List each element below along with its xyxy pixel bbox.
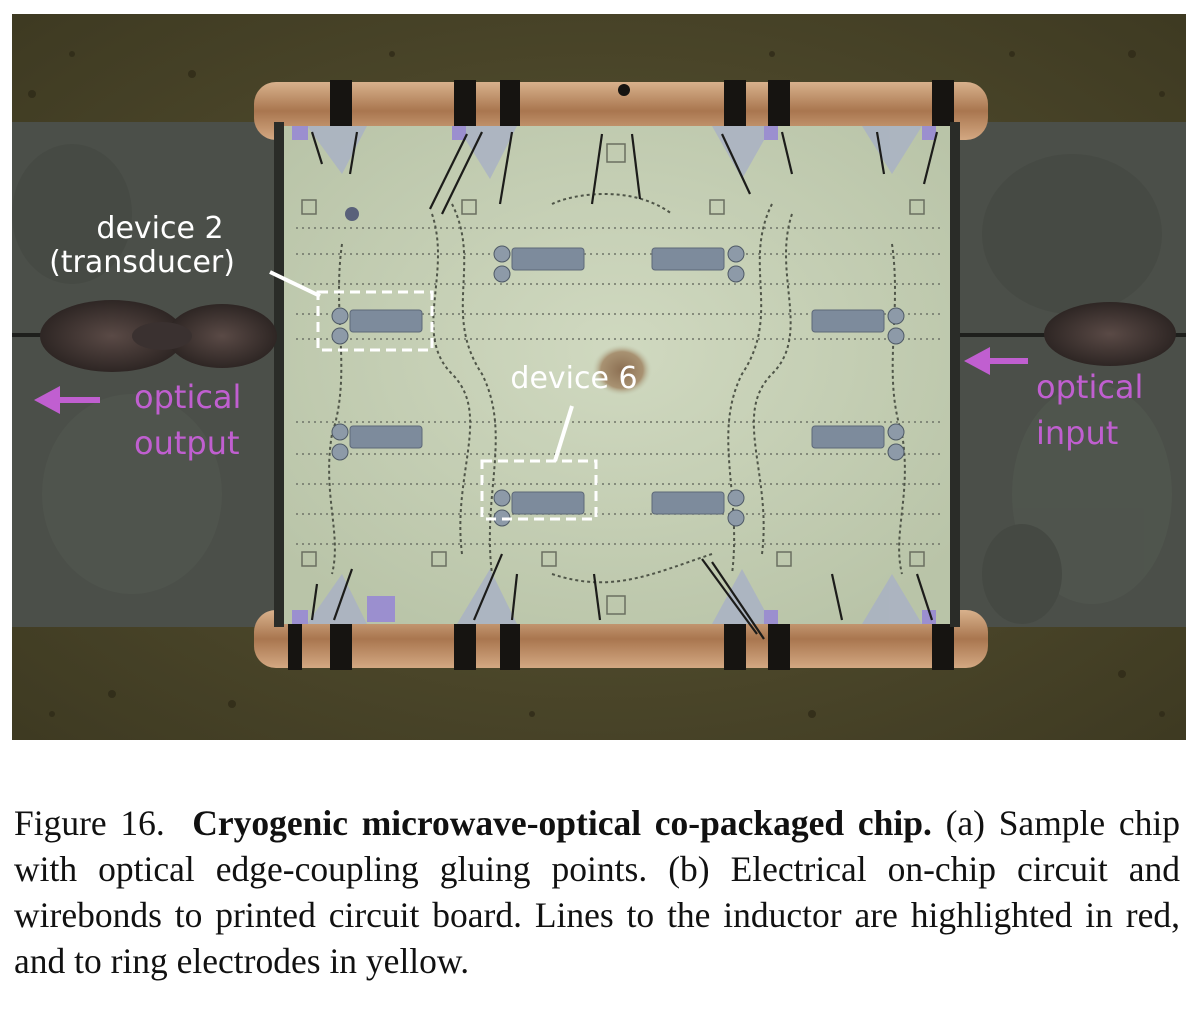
optical-output-label-line2: output: [134, 424, 240, 462]
copper-frame-bottom: [254, 610, 988, 668]
optical-input-label-line2: input: [1036, 414, 1118, 452]
glue-point-output: [40, 300, 277, 372]
device6-label: device 6: [510, 361, 637, 396]
caption-title: Cryogenic microwave-optical co-packaged …: [192, 803, 932, 843]
optical-input-arrow: [964, 347, 1028, 375]
glue-point-input: [1044, 302, 1176, 366]
device2-label-line1: device 2: [96, 211, 223, 246]
copper-frame-top: [254, 82, 988, 140]
optical-input-label-line1: optical: [1036, 368, 1143, 406]
trench-wall-left: [274, 122, 284, 627]
device2-label-line2: (transducer): [49, 245, 235, 280]
bondpad-purple: [292, 126, 936, 624]
bondpad-fans-bottom: [307, 569, 922, 624]
copper-separators: [288, 80, 954, 670]
alignment-squares: [301, 143, 925, 615]
figure-caption: Figure 16. Cryogenic microwave-optical c…: [14, 800, 1180, 984]
optical-output-label-line1: optical: [134, 378, 241, 416]
caption-body: (a) Sample chip with optical edge-coupli…: [14, 803, 1181, 981]
device6-leader-line: [553, 405, 574, 462]
device6-highlight-box: [480, 459, 598, 521]
trench-wall-right: [950, 122, 960, 627]
wirebonds: [310, 131, 939, 640]
caption-figure-number: Figure 16.: [14, 803, 165, 843]
circuit-traces: [328, 193, 906, 584]
chip-stain: [592, 344, 652, 396]
device2-leader-line: [269, 270, 321, 298]
device2-highlight-box: [316, 290, 434, 352]
optical-output-arrow: [34, 386, 100, 414]
substrate-texture: [12, 144, 1172, 624]
chip-micrograph: device 2 (transducer) device 6 optical o…: [12, 14, 1186, 740]
chip-dot: [345, 207, 359, 221]
board-vias: [28, 50, 1165, 718]
ring-devices: [331, 245, 905, 527]
